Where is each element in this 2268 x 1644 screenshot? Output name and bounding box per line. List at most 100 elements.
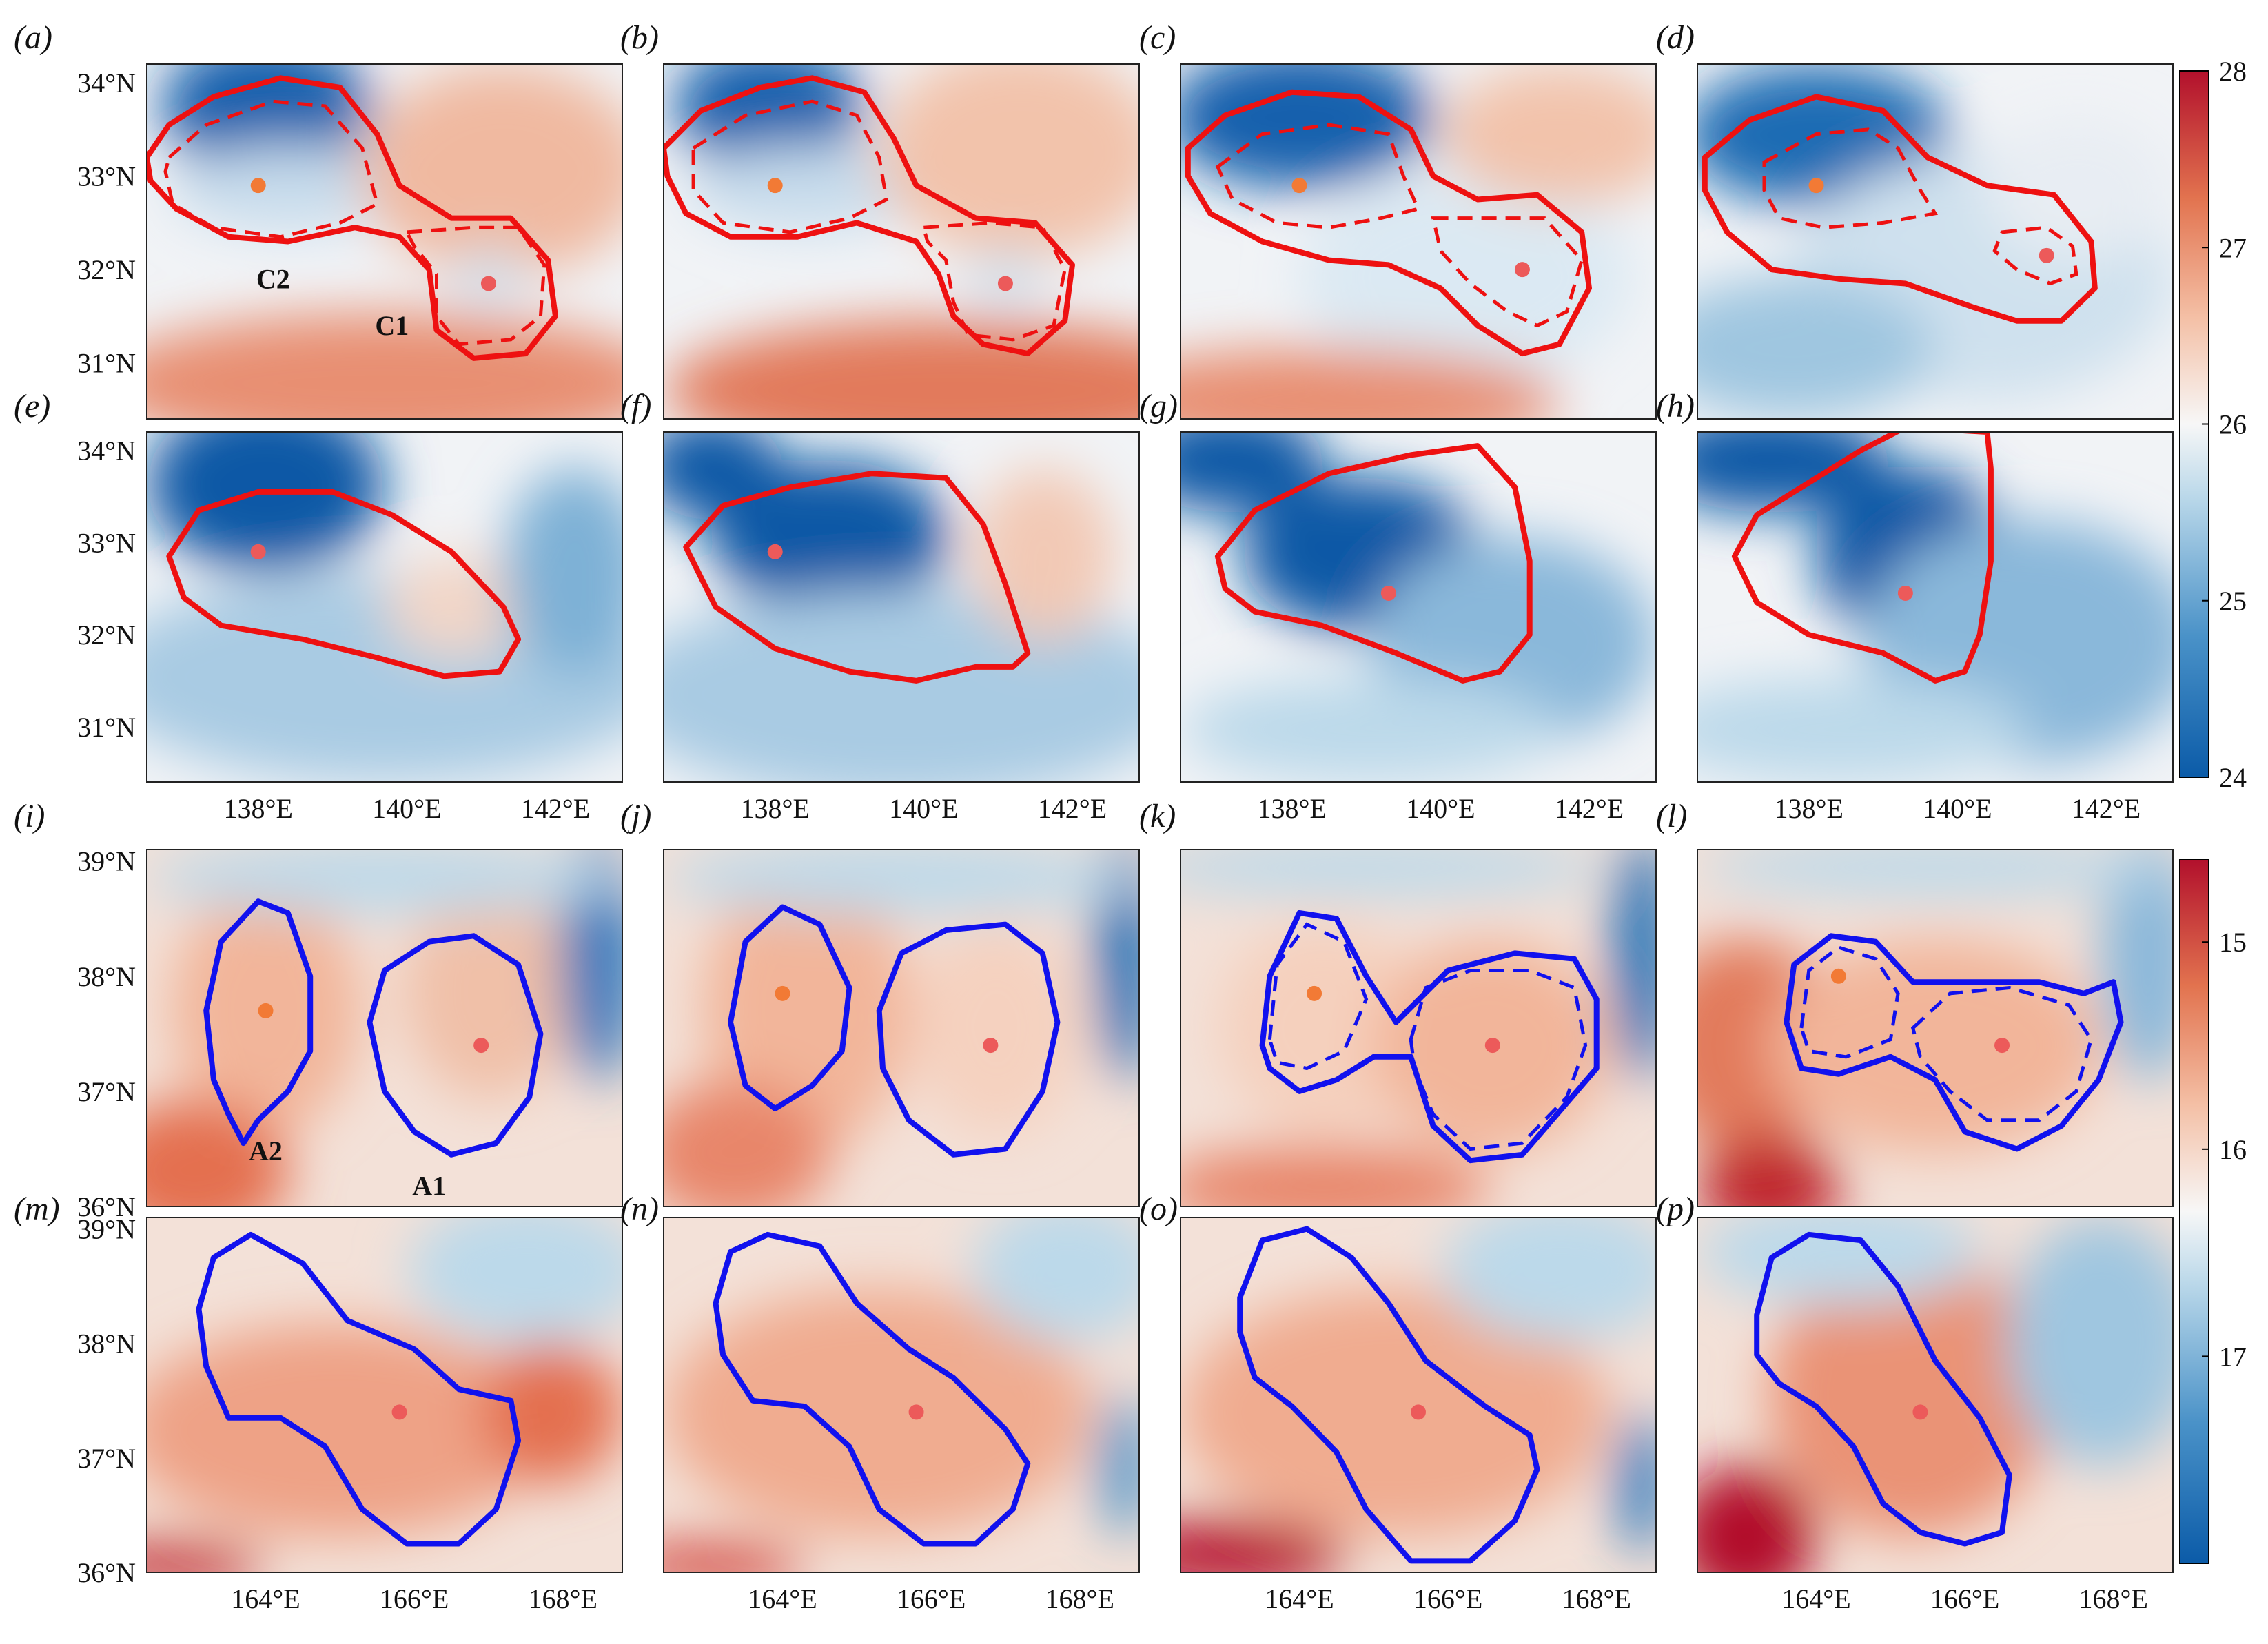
sst-patch [664, 1081, 830, 1206]
sst-patch [664, 850, 1139, 914]
sst-patch [147, 432, 385, 573]
y-tick-label: 39°N [77, 846, 136, 877]
sst-patch [1617, 1412, 1656, 1555]
eddy-contour-outer [166, 489, 522, 679]
panel-label: (o) [1139, 1191, 1178, 1227]
eddy-contour-outer [367, 933, 544, 1158]
panel-frame [1697, 849, 2174, 1207]
eddy-contour-inner [1910, 985, 2094, 1122]
x-tick-label: 168°E [529, 1583, 597, 1614]
eddy-center-point [997, 276, 1013, 291]
sst-patch [360, 64, 622, 277]
y-tick-label: 31°N [77, 348, 136, 379]
y-tick-label: 36°N [77, 1557, 136, 1588]
colorbar-bottom-bar [2179, 859, 2209, 1564]
eddy-center-point [391, 1404, 407, 1420]
colorbar-tick-label: 15 [2219, 927, 2247, 958]
panel-l [1697, 850, 2173, 1206]
eddy-center-point [1830, 968, 1846, 984]
sst-patch [1768, 1253, 2054, 1537]
sst-patch [1181, 850, 1608, 896]
eddy-contour-outer [1214, 443, 1533, 684]
eddy-contour-outer [876, 921, 1061, 1158]
sst-patch [664, 589, 1139, 782]
eddy-annotation: C1 [375, 310, 409, 341]
eddy-center-point [1897, 585, 1913, 601]
sst-patch [1697, 677, 2030, 782]
sst-patch [147, 850, 622, 914]
panel-label: (m) [14, 1191, 60, 1227]
sst-patch [1181, 1288, 1608, 1537]
panel-c [1181, 64, 1656, 419]
x-tick-label: 138°E [1775, 793, 1843, 824]
x-tick-label: 140°E [1406, 793, 1475, 824]
x-tick-label: 142°E [1555, 793, 1624, 824]
sst-patch [1697, 432, 1888, 513]
x-tick-label: 166°E [380, 1583, 449, 1614]
panel-g [1181, 432, 1656, 782]
panel-j [664, 850, 1139, 1206]
eddy-center-point [473, 1038, 489, 1054]
eddy-contour-outer [1754, 1231, 2012, 1547]
sst-patch [2006, 1217, 2173, 1466]
panel-frame [146, 431, 623, 783]
sst-patch [711, 460, 949, 615]
panel-frame [1180, 63, 1657, 420]
panel-frame [146, 1217, 623, 1573]
eddy-contour-outer [1731, 432, 1994, 684]
sst-field [664, 1217, 1139, 1572]
colorbar-tick-label: 24 [2219, 762, 2247, 793]
sst-field [1181, 432, 1656, 782]
sst-field [1697, 64, 2173, 419]
panel-o [1181, 1217, 1656, 1572]
sst-patch [702, 867, 911, 1153]
panel-f [664, 432, 1139, 782]
eddy-contour-outer [1259, 910, 1600, 1164]
panel-label: (a) [14, 19, 52, 56]
eddy-contour-inner [1992, 225, 2078, 286]
y-tick-label: 33°N [77, 527, 136, 558]
panels-layer: (a) C2 C1 (b) (c) (d) (e) (f) (g) (h) (i) A2 A1 (j) (k… [14, 19, 2174, 1573]
sst-patch [1697, 1217, 1983, 1306]
eddy-contour-inner [1762, 127, 1939, 229]
sst-patch [1181, 1145, 1490, 1206]
x-tick-label: 164°E [1265, 1583, 1334, 1614]
sst-patch [1181, 677, 1561, 782]
eddy-contour-inner [163, 99, 380, 239]
panel-e [147, 432, 622, 782]
sst-patch [147, 1324, 551, 1537]
sst-patch [480, 1342, 622, 1484]
eddy-contour-inner [1267, 922, 1369, 1071]
y-tick-label: 36°N [77, 1191, 136, 1222]
eddy-contour-inner [1409, 969, 1588, 1151]
panel-frame [1697, 431, 2174, 783]
eddy-center-point [983, 1038, 999, 1054]
sst-field [1181, 1217, 1656, 1572]
sst-patch [1697, 850, 2173, 896]
sst-patch [910, 921, 1083, 1136]
panel-label: (p) [1656, 1191, 1695, 1227]
x-tick-label: 140°E [889, 793, 958, 824]
panel-frame [663, 431, 1140, 783]
colorbar-tick-label: 25 [2219, 586, 2247, 617]
sst-field [147, 432, 622, 782]
colorbar-top: 24 25 26 27 28 [2179, 56, 2247, 793]
eddy-center-point [250, 178, 266, 194]
panel-b [664, 64, 1139, 419]
panel-n [664, 1217, 1139, 1572]
colorbar-top-ticks: 24 25 26 27 28 [2202, 56, 2247, 793]
x-tick-label: 166°E [1930, 1583, 1999, 1614]
panel-frame [146, 849, 623, 1207]
axis-ticks-layer: 31°N 32°N 33°N 34°N 31°N 32°N 33°N 34°N 138°E 140… [77, 68, 2148, 1614]
sst-field [147, 1217, 622, 1572]
sst-patch [1613, 850, 1656, 1082]
sst-patch [403, 885, 575, 1100]
panel-frame [1180, 431, 1657, 783]
eddy-annotation: A1 [412, 1170, 446, 1201]
panel-label: (h) [1656, 388, 1695, 424]
x-tick-label: 168°E [1045, 1583, 1114, 1614]
panel-k [1181, 850, 1656, 1206]
panel-h [1697, 432, 2173, 782]
sst-patch [1181, 64, 1433, 189]
eddy-contour-outer [1784, 933, 2124, 1152]
